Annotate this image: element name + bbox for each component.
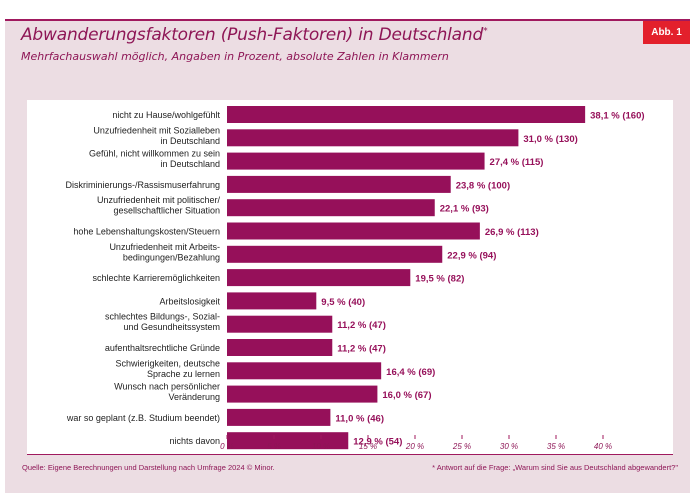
plot-area: 38,1 % (160) nicht zu Hause/wohlgefühlt 31… xyxy=(27,100,673,455)
category-label: Wunsch nach persönlicher Veränderung xyxy=(114,382,220,403)
data-label: 26,9 % (113) xyxy=(485,227,539,238)
bar xyxy=(227,152,485,170)
data-label: 23,8 % (100) xyxy=(456,180,510,191)
category-label: nicht zu Hause/wohlgefühlt xyxy=(112,110,220,120)
chart-subtitle: Mehrfachauswahl möglich, Angaben in Proz… xyxy=(21,50,449,63)
x-tick-label: 20 % xyxy=(405,442,424,451)
category-label: Unzufriedenheit mit Sozialleben in Deutsc… xyxy=(93,125,220,146)
bar xyxy=(227,339,333,356)
x-tick-label: 35 % xyxy=(547,442,565,451)
data-label: 22,9 % (94) xyxy=(447,250,496,261)
data-label: 31,0 % (130) xyxy=(523,134,577,145)
data-label: 16,0 % (67) xyxy=(382,390,431,401)
category-label: Unzufriedenheit mit Arbeits-bedingungen/… xyxy=(109,242,220,262)
x-tick-label: 40 % xyxy=(594,442,612,451)
chart-panel: Abwanderungsfaktoren (Push-Faktoren) in … xyxy=(5,19,690,493)
bar xyxy=(227,315,333,333)
bar xyxy=(227,385,378,403)
data-label: 27,4 % (115) xyxy=(490,157,544,168)
x-tick-label: 0 % xyxy=(220,442,234,451)
category-label: Arbeitslosigkeit xyxy=(159,296,220,306)
bar xyxy=(227,408,331,426)
data-label: 22,1 % (93) xyxy=(440,204,489,215)
data-label: 11,0 % (46) xyxy=(335,413,384,424)
source-note: Quelle: Eigene Berechnungen und Darstell… xyxy=(22,463,275,472)
footnote: * Antwort auf die Frage: „Warum sind Sie… xyxy=(432,463,678,472)
bars: 38,1 % (160) nicht zu Hause/wohlgefühlt 31… xyxy=(65,106,645,450)
category-label: Gefühl, nicht willkommen zu sein in Deuts… xyxy=(89,149,220,170)
data-label: 9,5 % (40) xyxy=(321,297,365,308)
bar xyxy=(227,292,317,310)
bar xyxy=(227,269,411,287)
data-label: 16,4 % (69) xyxy=(386,367,435,378)
x-axis: 0 % 5 % 10 % 15 % 20 % 25 % 30 % 35 % 40 % xyxy=(220,435,612,451)
data-label: 38,1 % (160) xyxy=(590,111,644,122)
category-label: schlechte Karrieremöglichkeiten xyxy=(92,273,220,283)
bar xyxy=(227,199,435,217)
x-tick-label: 5 % xyxy=(267,442,281,451)
chart-title: Abwanderungsfaktoren (Push-Faktoren) in … xyxy=(21,25,488,45)
data-label: 11,2 % (47) xyxy=(337,344,386,355)
x-tick-label: 10 % xyxy=(312,442,330,451)
data-label: 12,9 % (54) xyxy=(353,437,402,448)
data-label: 11,2 % (47) xyxy=(337,320,386,331)
bar xyxy=(227,362,382,380)
category-label: nichts davon xyxy=(169,436,220,446)
bar xyxy=(227,106,586,123)
category-label: schlechtes Bildungs-, Sozial-und Gesundh… xyxy=(105,312,220,333)
category-label: Diskriminierungs-/Rassismuserfahrung xyxy=(65,180,220,190)
x-tick-label: 30 % xyxy=(500,442,518,451)
x-tick-label: 25 % xyxy=(452,442,471,451)
figure-badge: Abb. 1 xyxy=(643,21,690,44)
x-tick-label: 15 % xyxy=(359,442,377,451)
category-label: war so geplant (z.B. Studium beendet) xyxy=(66,413,220,423)
category-label: Schwierigkeiten, deutsche Sprache zu lern… xyxy=(115,358,220,379)
bar xyxy=(227,432,349,450)
bar xyxy=(227,222,480,240)
category-label: Unzufriedenheit mit politischer/gesellsc… xyxy=(97,195,221,216)
bar xyxy=(227,175,451,193)
category-label: hohe Lebenshaltungskosten/Steuern xyxy=(73,227,220,237)
bar xyxy=(227,129,519,147)
category-label: aufenthaltsrechtliche Gründe xyxy=(105,343,220,353)
data-label: 19,5 % (82) xyxy=(415,274,464,285)
bar xyxy=(227,245,443,263)
